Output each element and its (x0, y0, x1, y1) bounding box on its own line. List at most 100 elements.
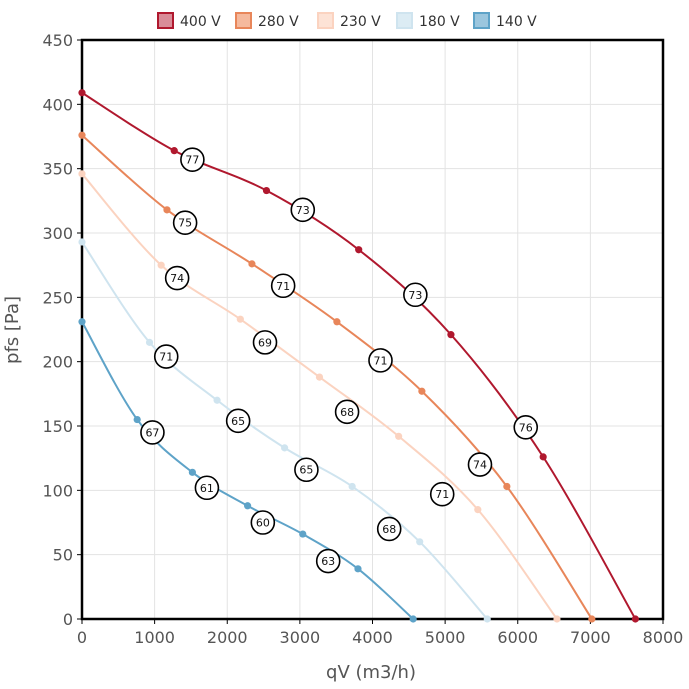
data-point (539, 453, 547, 461)
annotation-label: 76 (519, 421, 533, 434)
data-point (213, 396, 221, 404)
annotation-marker: 75 (172, 210, 198, 236)
data-point (163, 206, 171, 214)
series-400-v (78, 89, 640, 623)
legend-item[interactable]: 400 V (157, 12, 221, 30)
y-tick-label: 300 (42, 224, 73, 243)
data-point (631, 615, 640, 623)
annotation-circle (252, 330, 278, 355)
annotation-marker: 71 (429, 481, 455, 507)
annotation-label: 63 (321, 555, 335, 568)
annotation-label: 71 (373, 354, 387, 367)
data-series (78, 89, 640, 623)
annotation-label: 71 (276, 280, 290, 293)
annotation-marker: 71 (270, 273, 296, 299)
x-tick-label: 7000 (570, 628, 611, 647)
annotation-marker: 60 (250, 510, 276, 535)
data-point (418, 387, 426, 395)
series-180-v (78, 238, 491, 623)
annotation-circle (467, 452, 493, 477)
x-tick-label: 6000 (497, 628, 538, 647)
annotation-label: 74 (170, 272, 184, 285)
data-point (262, 186, 271, 195)
data-point (355, 246, 363, 254)
annotation-label: 67 (145, 426, 159, 439)
legend-swatch (235, 12, 252, 29)
y-tick-label: 350 (42, 160, 73, 179)
data-point (315, 373, 324, 381)
data-point (409, 615, 417, 623)
annotation-marker: 71 (153, 344, 179, 369)
data-point (170, 147, 178, 155)
x-tick-label: 0 (77, 628, 87, 647)
grid-lines (81, 39, 664, 620)
annotation-circle (180, 147, 205, 172)
annotation-circle (194, 475, 220, 501)
data-point (157, 261, 165, 269)
legend-item[interactable]: 280 V (235, 12, 299, 30)
legend-swatch (473, 12, 490, 29)
legend-label: 230 V (340, 14, 381, 30)
annotation-circle (315, 548, 341, 574)
y-tick-label: 100 (42, 481, 73, 500)
legend[interactable]: 400 V 280 V 230 V 180 V 140 V (157, 12, 537, 30)
legend-label: 400 V (180, 14, 221, 30)
annotation-marker: 74 (467, 452, 493, 477)
annotation-marker: 65 (294, 457, 319, 483)
axes: 0 1000 2000 3000 4000 5000 6000 7000 8000 0 50 100 1… (42, 31, 683, 647)
annotation-label: 73 (408, 289, 422, 302)
data-point (299, 530, 307, 538)
x-tick-label: 5000 (425, 628, 466, 647)
annotation-circle (172, 210, 198, 236)
annotation-marker: 68 (334, 399, 360, 425)
data-point (78, 131, 86, 139)
annotation-marker: 73 (403, 282, 428, 308)
annotation-circle (429, 481, 455, 507)
annotation-circle (225, 408, 251, 434)
x-tick-label: 3000 (280, 628, 321, 647)
data-point (248, 260, 256, 268)
annotation-marker: 67 (140, 420, 165, 445)
legend-item[interactable]: 230 V (317, 12, 381, 30)
annotation-label: 60 (256, 517, 270, 530)
legend-swatch (157, 12, 174, 29)
series-140-v (78, 318, 417, 623)
data-point (281, 444, 289, 452)
annotation-label: 65 (231, 415, 245, 428)
annotation-circle (250, 510, 276, 535)
annotation-marker: 63 (315, 548, 341, 574)
data-point (483, 615, 491, 623)
series-230-v (78, 170, 561, 623)
data-point (78, 238, 86, 246)
annotation-circle (513, 414, 539, 440)
annotation-circle (270, 273, 296, 299)
annotation-label: 68 (340, 406, 354, 419)
series-line (81, 321, 414, 620)
y-tick-label: 50 (53, 546, 73, 565)
legend-item[interactable]: 180 V (396, 12, 460, 30)
legend-label: 280 V (258, 14, 299, 30)
x-tick-label: 1000 (134, 628, 175, 647)
annotation-marker: 68 (376, 516, 402, 542)
y-tick-label: 150 (42, 417, 73, 436)
annotation-circle (403, 282, 428, 308)
annotation-label: 68 (382, 523, 396, 536)
data-point (474, 506, 482, 514)
annotation-circle (290, 197, 316, 223)
annotation-label: 71 (159, 351, 173, 364)
data-point (133, 415, 141, 424)
legend-label: 140 V (496, 14, 537, 30)
data-point (78, 170, 86, 178)
legend-item[interactable]: 140 V (473, 12, 537, 30)
x-tick-label: 4000 (352, 628, 393, 647)
legend-swatch (317, 12, 334, 29)
annotation-circle (334, 399, 360, 425)
annotation-label: 65 (299, 464, 313, 477)
data-point (553, 615, 561, 623)
annotation-marker: 71 (368, 348, 393, 373)
data-point (447, 331, 455, 339)
data-point (188, 468, 196, 476)
data-point (243, 502, 252, 510)
annotation-circle (376, 516, 402, 542)
